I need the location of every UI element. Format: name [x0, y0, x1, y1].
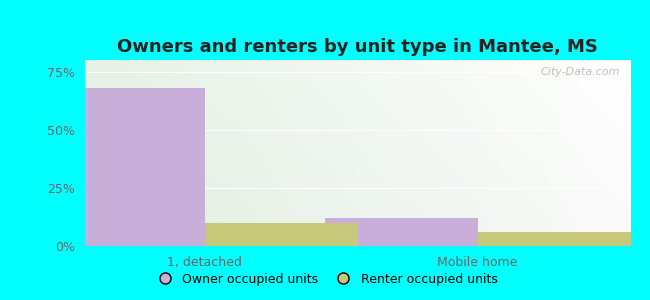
- Bar: [52, 88, 205, 246]
- Legend: Owner occupied units, Renter occupied units: Owner occupied units, Renter occupied un…: [148, 268, 502, 291]
- Bar: [205, 223, 358, 246]
- Title: Owners and renters by unit type in Mantee, MS: Owners and renters by unit type in Mante…: [117, 38, 598, 56]
- Text: City-Data.com: City-Data.com: [540, 68, 619, 77]
- Bar: [478, 232, 630, 246]
- Bar: [325, 218, 478, 246]
